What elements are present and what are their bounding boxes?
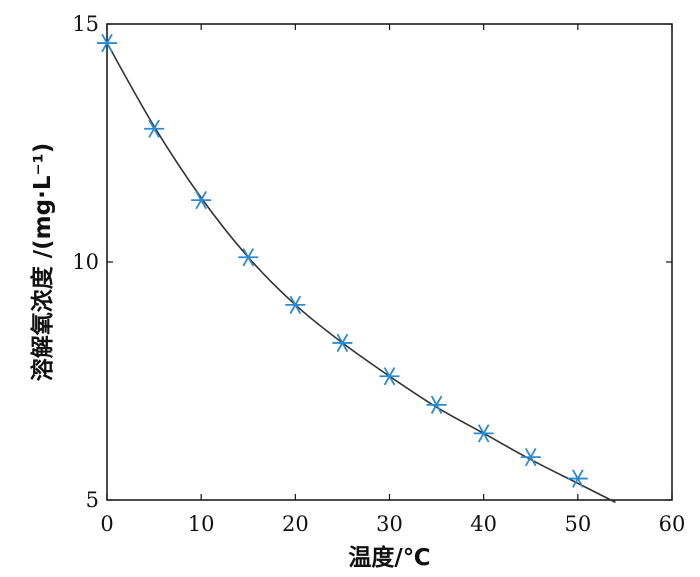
y-axis: 5 10 15 — [72, 12, 672, 512]
data-point — [285, 295, 306, 314]
y-tick-label: 15 — [72, 12, 99, 36]
fit-curve — [106, 42, 616, 504]
x-axis-label: 温度/℃ — [348, 544, 430, 571]
x-axis: 0 10 20 30 40 50 60 — [100, 24, 685, 536]
x-tick-label: 20 — [282, 512, 309, 536]
data-point — [520, 448, 541, 467]
data-point — [567, 469, 588, 488]
data-point — [191, 190, 212, 210]
data-point — [473, 424, 494, 443]
y-tick-label: 10 — [72, 250, 99, 274]
plot-area — [106, 23, 673, 501]
data-point — [144, 119, 165, 138]
x-tick-label: 10 — [188, 512, 215, 536]
x-tick-label: 50 — [564, 512, 591, 536]
x-tick-label: 30 — [376, 512, 403, 536]
x-tick-label: 40 — [470, 512, 497, 536]
y-axis-label: 溶解氧浓度 /(mg·L⁻¹) — [29, 143, 56, 381]
data-point — [426, 395, 447, 414]
data-point — [238, 248, 259, 267]
data-point — [332, 333, 353, 353]
x-tick-label: 0 — [100, 512, 113, 536]
y-tick-label: 5 — [86, 488, 99, 512]
x-tick-label: 60 — [659, 512, 686, 536]
series-layer — [97, 33, 616, 504]
data-point — [97, 33, 117, 53]
data-point — [379, 367, 400, 386]
